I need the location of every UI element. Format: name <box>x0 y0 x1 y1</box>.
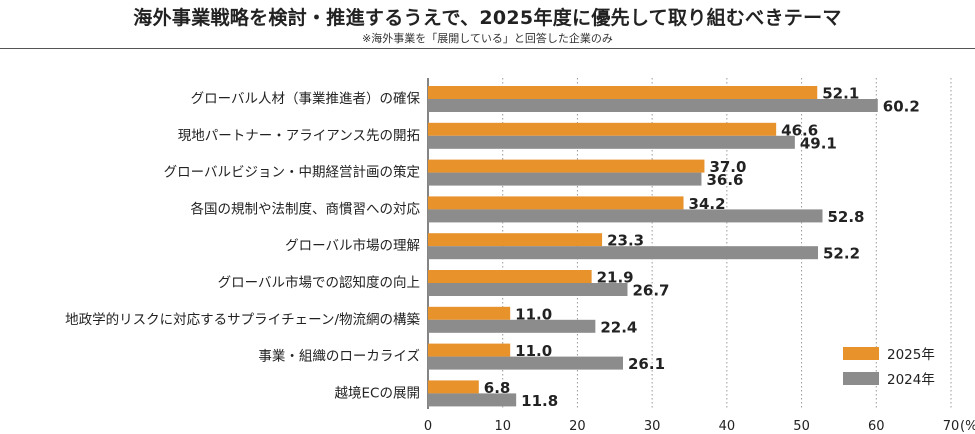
data-label: 60.2 <box>883 98 920 116</box>
category-label: 各国の規制や法制度、商慣習への対応 <box>191 201 421 217</box>
data-label: 52.8 <box>827 208 864 226</box>
x-tick-label: 0 <box>424 419 432 434</box>
legend-label: 2024年 <box>887 372 935 388</box>
data-label: 21.9 <box>597 269 634 287</box>
data-label: 46.6 <box>781 121 818 139</box>
bar-2025 <box>428 196 684 210</box>
title-divider <box>0 48 975 49</box>
x-tick-label: 60 <box>868 419 885 434</box>
x-tick-label: 50 <box>793 419 810 434</box>
bar-2024 <box>428 99 878 112</box>
bar-2025 <box>428 343 511 357</box>
data-label: 11.8 <box>521 392 558 410</box>
x-tick-label: 30 <box>644 419 661 434</box>
category-label: グローバル人材（事業推進者）の確保 <box>191 91 421 107</box>
bar-2024 <box>428 135 795 149</box>
data-label: 52.1 <box>822 85 859 103</box>
legend-swatch-2025 <box>843 347 879 360</box>
legend-label: 2025年 <box>887 347 935 363</box>
bar-2024 <box>428 393 517 407</box>
bar-2025 <box>428 270 592 283</box>
data-label: 23.3 <box>607 232 644 250</box>
bar-2024 <box>428 319 596 333</box>
data-label: 49.1 <box>800 134 837 152</box>
x-tick-label: 10 <box>494 419 511 434</box>
data-label: 34.2 <box>689 195 726 213</box>
bar-2024 <box>428 246 819 260</box>
bar-2024 <box>428 356 624 370</box>
data-label: 26.1 <box>628 355 665 373</box>
category-label: 越境ECの展開 <box>335 385 420 401</box>
bar-2025 <box>428 159 705 173</box>
data-label: 26.7 <box>632 282 669 300</box>
bar-2024 <box>428 172 702 186</box>
bar-2024 <box>428 209 823 223</box>
legend-swatch-2024 <box>843 372 879 385</box>
data-label: 11.0 <box>515 305 552 323</box>
data-label: 11.0 <box>515 342 552 360</box>
category-label: 事業・組織のローカライズ <box>258 349 420 365</box>
x-tick-label: 20 <box>569 419 586 434</box>
data-label: 37.0 <box>709 158 746 176</box>
bar-2025 <box>428 306 511 320</box>
category-label: グローバル市場での認知度の向上 <box>218 274 420 291</box>
category-label: 地政学的リスクに対応するサプライチェーン/物流網の構築 <box>65 312 420 328</box>
bar-2025 <box>428 122 777 136</box>
bar-2025 <box>428 380 479 394</box>
category-label: グローバルビジョン・中期経営計画の策定 <box>164 164 420 181</box>
x-tick-label: 40 <box>719 419 736 434</box>
chart-title: 海外事業戦略を検討・推進するうえで、2025年度に優先して取り組むべきテーマ <box>133 7 842 29</box>
category-label: 現地パートナー・アライアンス先の開拓 <box>178 128 420 144</box>
chart-subtitle: ※海外事業を「展開している」と回答した企業のみ <box>362 32 613 45</box>
data-label: 36.6 <box>706 171 743 189</box>
data-label: 6.8 <box>484 379 511 397</box>
category-label: グローバル市場の理解 <box>285 237 420 254</box>
x-unit-label: (%) <box>960 419 975 434</box>
bar-2025 <box>428 86 818 99</box>
bar-2024 <box>428 283 628 296</box>
bar-2025 <box>428 233 603 247</box>
data-label: 52.2 <box>823 245 860 263</box>
data-label: 22.4 <box>600 318 637 336</box>
x-tick-label: 70 <box>943 419 960 434</box>
